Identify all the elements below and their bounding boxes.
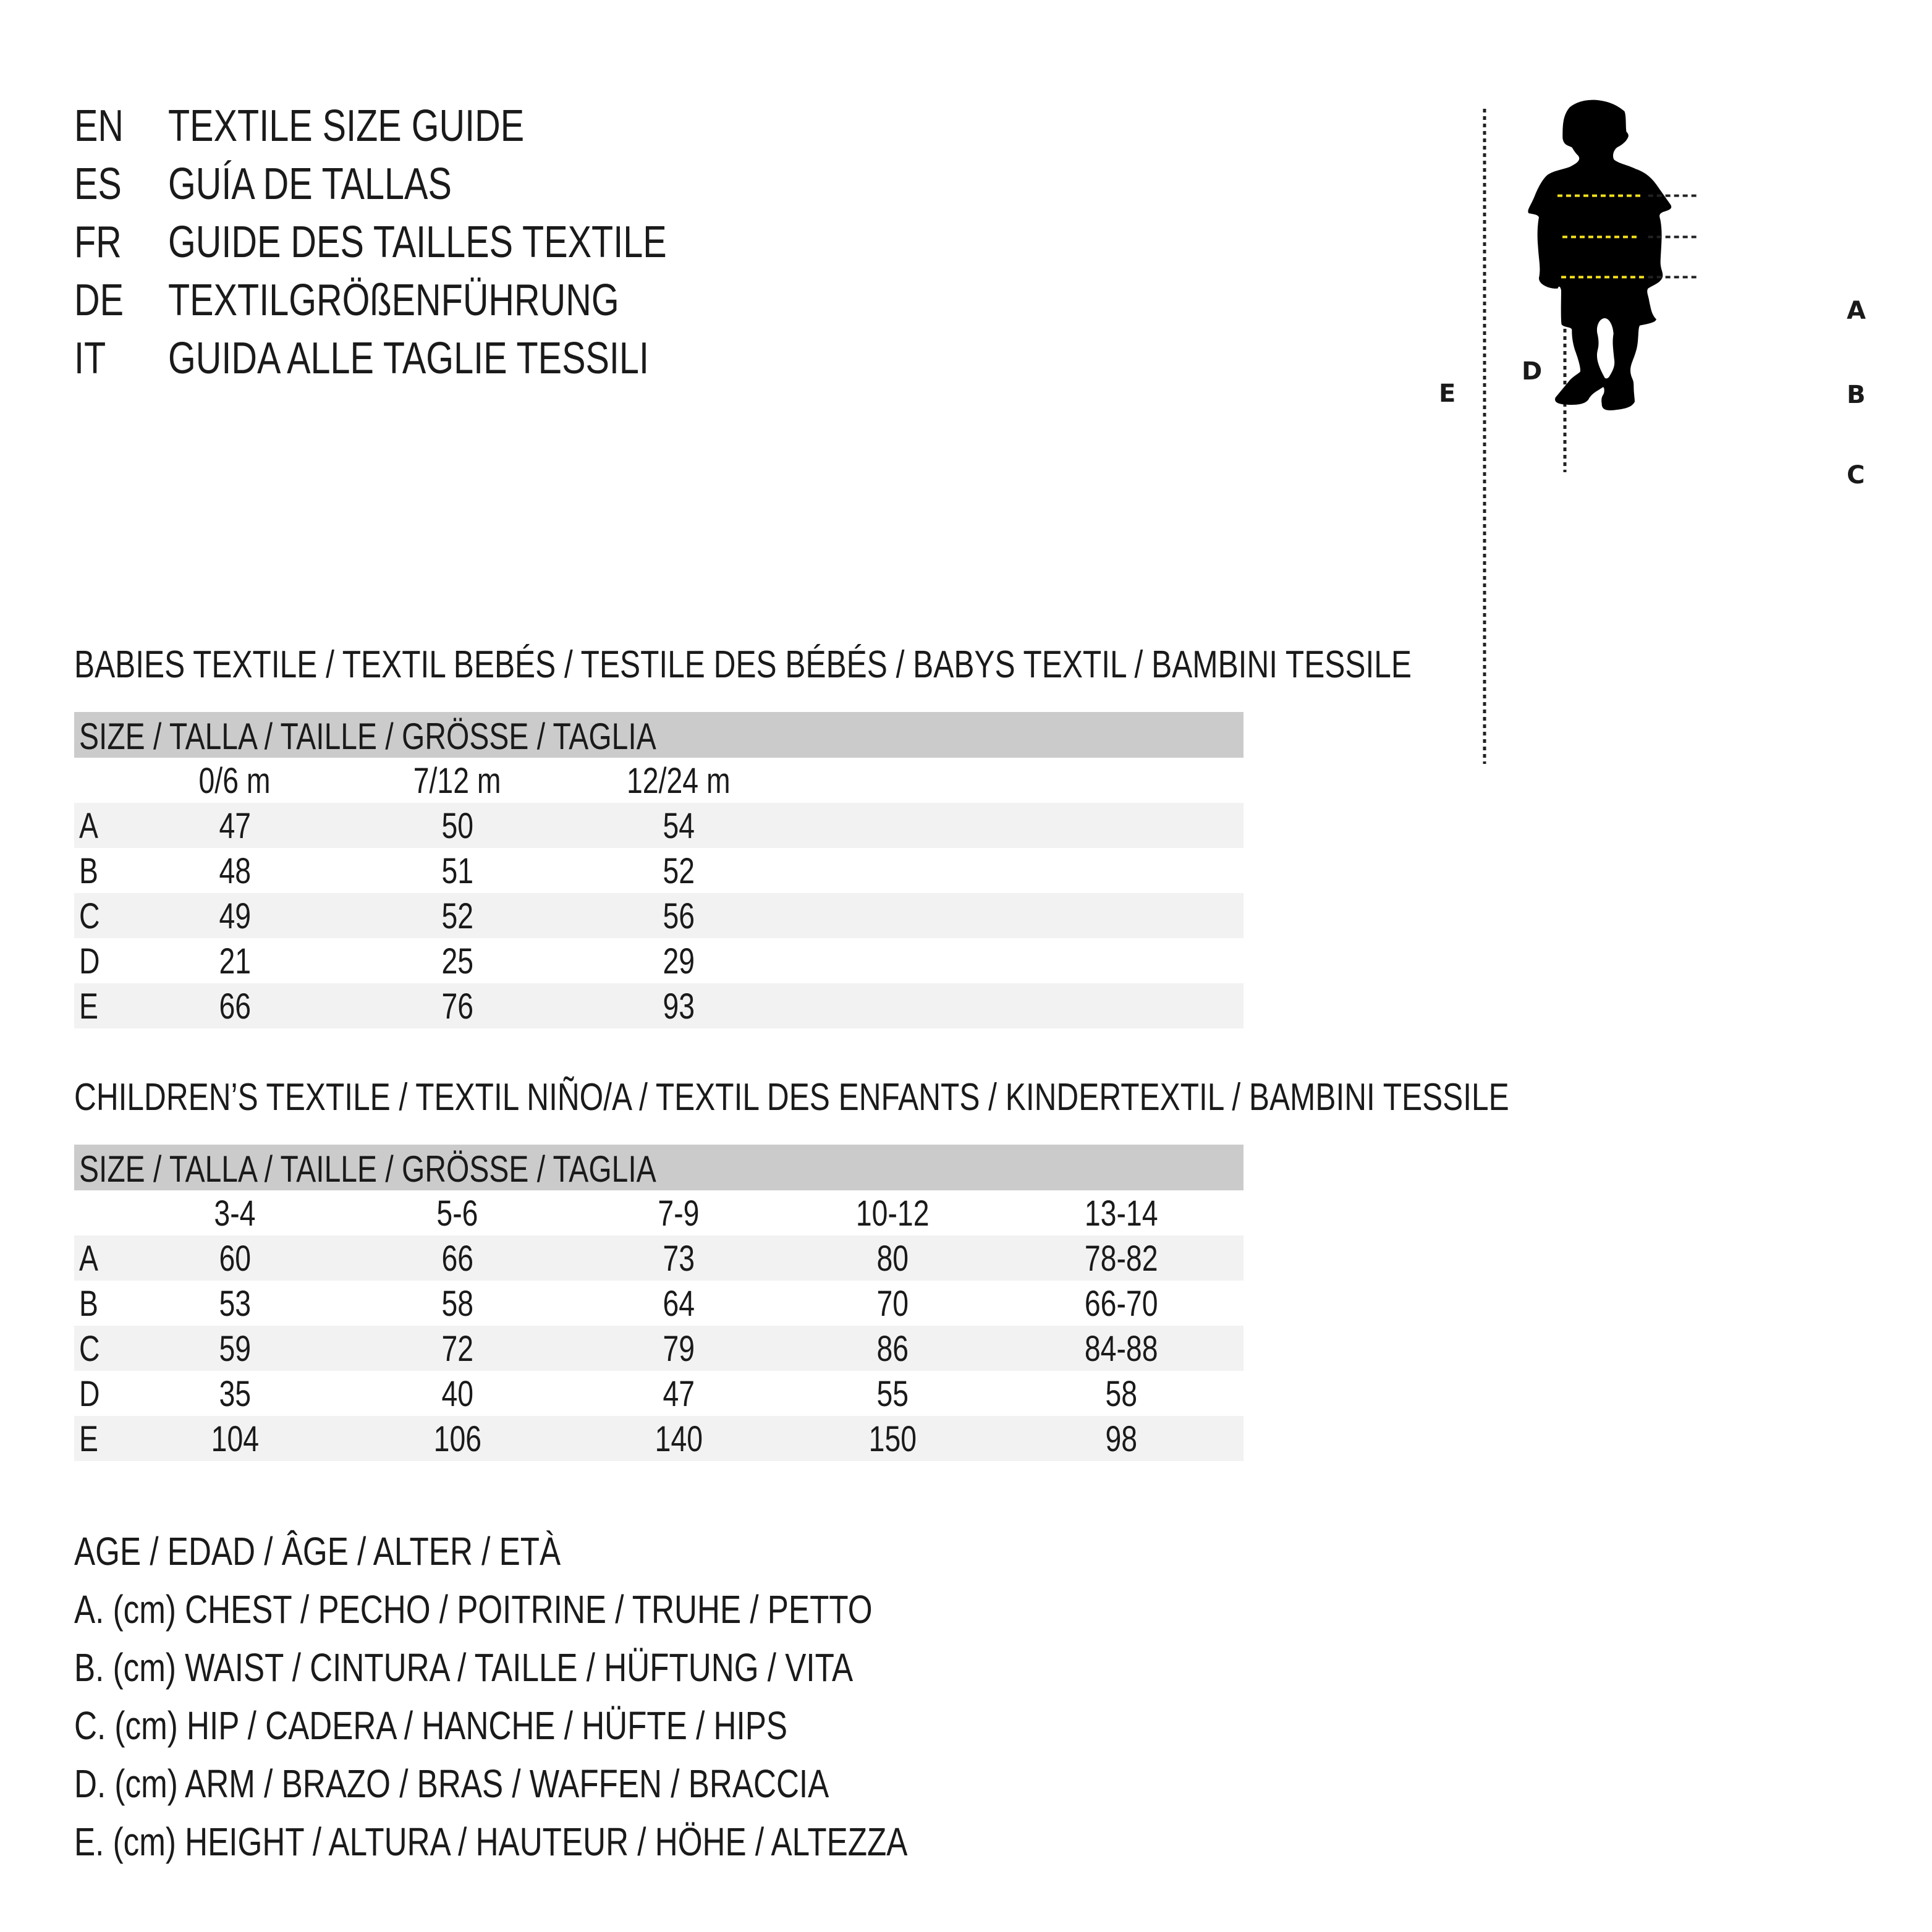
- child-measurement-figure: [1483, 100, 1699, 764]
- size-column-header: 13-14: [1084, 1193, 1158, 1234]
- measure-label: B: [79, 1284, 98, 1324]
- measure-label: E: [79, 986, 98, 1027]
- measure-label: A: [79, 1239, 98, 1279]
- table-cell: 35: [219, 1374, 251, 1414]
- table-row: C 59 72 79 86 84-88: [74, 1326, 1244, 1371]
- table-row: D 21 25 29: [74, 938, 1244, 983]
- table-row: A 60 66 73 80 78-82: [74, 1235, 1244, 1281]
- measure-label: A: [79, 806, 98, 846]
- size-columns-row: 3-4 5-6 7-9 10-12 13-14: [74, 1190, 1244, 1235]
- size-header: SIZE / TALLA / TAILLE / GRÖSSE / TAGLIA: [74, 712, 1244, 758]
- measure-label: C: [79, 896, 100, 936]
- table-cell: 52: [663, 851, 695, 891]
- table-cell: 150: [868, 1419, 917, 1459]
- size-column-header: 7/12 m: [413, 761, 501, 801]
- table-cell: 76: [441, 986, 473, 1027]
- label-c: C: [1847, 461, 1865, 489]
- language-title: GUÍA DE TALLAS: [168, 159, 452, 209]
- size-column-header: 5-6: [436, 1193, 478, 1234]
- size-column-header: 7-9: [658, 1193, 700, 1234]
- measure-label: C: [79, 1329, 100, 1369]
- table-cell: 58: [441, 1284, 473, 1324]
- table-cell: 53: [219, 1284, 251, 1324]
- measure-label: B: [79, 851, 98, 891]
- table-cell: 21: [219, 941, 251, 981]
- table-cell: 52: [441, 896, 473, 936]
- legend-line: A. (cm) CHEST / PECHO / POITRINE / TRUHE…: [74, 1587, 873, 1632]
- label-b: B: [1847, 381, 1866, 409]
- language-code: DE: [74, 276, 124, 325]
- table-cell: 51: [441, 851, 473, 891]
- label-a: A: [1847, 297, 1866, 325]
- table-cell: 140: [655, 1419, 703, 1459]
- size-header: SIZE / TALLA / TAILLE / GRÖSSE / TAGLIA: [74, 1145, 1244, 1190]
- table-cell: 66: [441, 1239, 473, 1279]
- table-cell: 49: [219, 896, 251, 936]
- table-row: A 47 50 54: [74, 803, 1244, 848]
- table-row: C 49 52 56: [74, 893, 1244, 938]
- measure-label: E: [79, 1419, 98, 1459]
- language-code: IT: [74, 334, 106, 383]
- language-code: EN: [74, 101, 124, 151]
- table-row: B 53 58 64 70 66-70: [74, 1281, 1244, 1326]
- language-title: GUIDE DES TAILLES TEXTILE: [168, 218, 667, 267]
- size-columns-row: 0/6 m 7/12 m 12/24 m: [74, 758, 1244, 803]
- measure-label: D: [79, 941, 100, 981]
- table-cell: 64: [663, 1284, 695, 1324]
- table-cell: 80: [876, 1239, 909, 1279]
- table-cell: 98: [1105, 1419, 1137, 1459]
- size-column-header: 3-4: [214, 1193, 256, 1234]
- size-column-header: 10-12: [855, 1193, 930, 1234]
- legend-line: C. (cm) HIP / CADERA / HANCHE / HÜFTE / …: [74, 1703, 788, 1748]
- table-cell: 93: [663, 986, 695, 1027]
- table-row: D 35 40 47 55 58: [74, 1371, 1244, 1416]
- legend-line: B. (cm) WAIST / CINTURA / TAILLE / HÜFTU…: [74, 1645, 854, 1690]
- language-code: ES: [74, 159, 122, 209]
- table-cell: 79: [663, 1329, 695, 1369]
- language-title: GUIDA ALLE TAGLIE TESSILI: [168, 334, 649, 383]
- table-cell: 59: [219, 1329, 251, 1369]
- language-title: TEXTILE SIZE GUIDE: [168, 101, 525, 151]
- table-cell: 66: [219, 986, 251, 1027]
- table-cell: 47: [663, 1374, 695, 1414]
- table-cell: 48: [219, 851, 251, 891]
- table-cell: 29: [663, 941, 695, 981]
- table-cell: 47: [219, 806, 251, 846]
- table-cell: 78-82: [1084, 1239, 1158, 1279]
- table-cell: 55: [876, 1374, 909, 1414]
- language-title: TEXTILGRÖßENFÜHRUNG: [168, 276, 619, 325]
- babies-size-table: SIZE / TALLA / TAILLE / GRÖSSE / TAGLIA 0…: [74, 712, 1244, 1028]
- table-cell: 86: [876, 1329, 909, 1369]
- measure-label: D: [79, 1374, 100, 1414]
- label-e: E: [1439, 379, 1456, 408]
- table-row: B 48 51 52: [74, 848, 1244, 893]
- child-silhouette: [1528, 100, 1672, 410]
- size-column-header: 0/6 m: [198, 761, 271, 801]
- table-row: E 66 76 93: [74, 983, 1244, 1028]
- table-cell: 40: [441, 1374, 473, 1414]
- table-cell: 60: [219, 1239, 251, 1279]
- table-cell: 104: [211, 1419, 259, 1459]
- babies-section-title: BABIES TEXTILE / TEXTIL BEBÉS / TESTILE …: [74, 643, 1412, 686]
- legend-line: D. (cm) ARM / BRAZO / BRAS / WAFFEN / BR…: [74, 1761, 829, 1806]
- table-cell: 25: [441, 941, 473, 981]
- table-cell: 72: [441, 1329, 473, 1369]
- size-column-header: 12/24 m: [627, 761, 731, 801]
- table-cell: 56: [663, 896, 695, 936]
- table-cell: 106: [433, 1419, 481, 1459]
- table-cell: 66-70: [1084, 1284, 1158, 1324]
- children-section-title: CHILDREN’S TEXTILE / TEXTIL NIÑO/A / TEX…: [74, 1076, 1509, 1119]
- table-cell: 58: [1105, 1374, 1137, 1414]
- table-cell: 84-88: [1084, 1329, 1158, 1369]
- table-cell: 50: [441, 806, 473, 846]
- table-cell: 54: [663, 806, 695, 846]
- legend-line: E. (cm) HEIGHT / ALTURA / HAUTEUR / HÖHE…: [74, 1820, 908, 1864]
- label-d: D: [1522, 357, 1543, 386]
- table-cell: 73: [663, 1239, 695, 1279]
- legend-line: AGE / EDAD / ÂGE / ALTER / ETÀ: [74, 1529, 561, 1574]
- language-code: FR: [74, 218, 122, 267]
- children-size-table: SIZE / TALLA / TAILLE / GRÖSSE / TAGLIA 3…: [74, 1145, 1244, 1461]
- table-cell: 70: [876, 1284, 909, 1324]
- table-row: E 104 106 140 150 98: [74, 1416, 1244, 1461]
